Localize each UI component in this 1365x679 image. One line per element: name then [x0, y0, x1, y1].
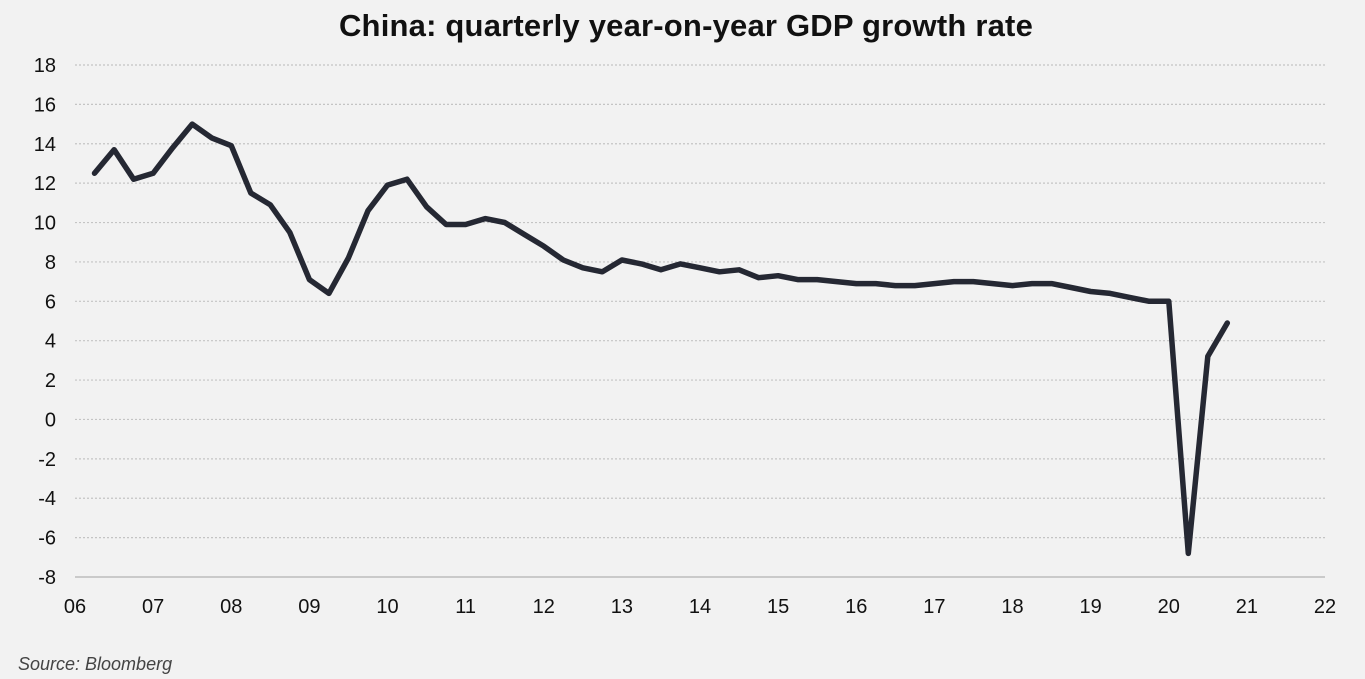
y-tick-label: 14: [34, 134, 56, 156]
x-tick-label: 22: [1314, 596, 1336, 618]
x-tick-label: 10: [376, 596, 398, 618]
source-note: Source: Bloomberg: [18, 654, 173, 674]
y-tick-label: 18: [34, 55, 56, 77]
y-tick-label: 8: [45, 252, 56, 274]
x-axis-tick-labels: 06 07 08 09 10 11 12 13 14 15 16 17 18 19 20 21 22: [64, 596, 1336, 618]
x-tick-label: 14: [689, 596, 711, 618]
gdp-growth-line: [91, 121, 1231, 557]
y-tick-label: 2: [45, 370, 56, 392]
y-tick-label: 10: [34, 213, 56, 235]
gridlines: [75, 64, 1325, 539]
x-tick-label: 11: [455, 596, 476, 618]
x-tick-label: 13: [611, 596, 633, 618]
y-tick-label: 16: [34, 94, 56, 116]
x-tick-label: 06: [64, 596, 86, 618]
x-tick-label: 07: [142, 596, 164, 618]
x-tick-label: 21: [1236, 596, 1258, 618]
y-tick-label: 4: [45, 331, 56, 353]
y-tick-label: -2: [38, 449, 56, 471]
y-tick-label: 0: [45, 409, 56, 431]
x-tick-label: 19: [1080, 596, 1102, 618]
x-tick-label: 17: [923, 596, 945, 618]
y-tick-label: -8: [38, 567, 56, 589]
x-tick-label: 20: [1158, 596, 1180, 618]
x-tick-label: 15: [767, 596, 789, 618]
x-tick-label: 18: [1001, 596, 1023, 618]
y-axis-tick-labels: 18 16 14 12 10 8 6 4 2 0 -2 -4 -6 -8: [34, 55, 56, 589]
x-tick-label: 08: [220, 596, 242, 618]
chart-title: China: quarterly year-on-year GDP growth…: [338, 8, 1034, 43]
x-tick-label: 16: [845, 596, 867, 618]
y-tick-label: -6: [38, 528, 56, 550]
x-tick-label: 09: [298, 596, 320, 618]
y-tick-label: -4: [38, 488, 56, 510]
y-tick-label: 6: [45, 291, 56, 313]
x-tick-label: 12: [533, 596, 555, 618]
y-tick-label: 12: [34, 173, 56, 195]
